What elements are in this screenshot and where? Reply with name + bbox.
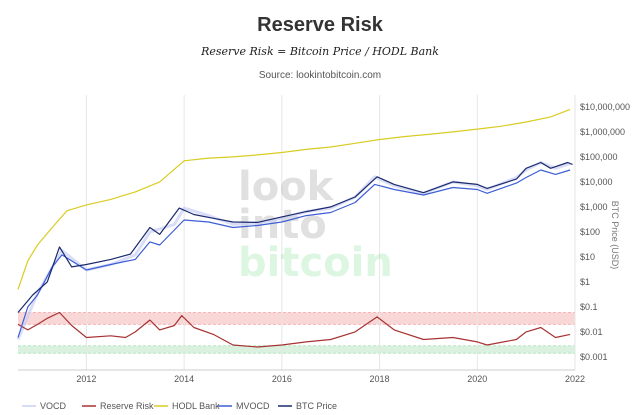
legend-item-btc-price[interactable]: BTC Price	[296, 401, 337, 411]
series-reserve-risk	[17, 311, 571, 348]
y-tick: $0.001	[580, 352, 608, 362]
x-tick-2020: 2020	[467, 374, 487, 384]
y-tick: $10	[580, 252, 595, 262]
chart-source: Source: lookintobitcoin.com	[258, 70, 382, 81]
x-tick-2012: 2012	[76, 374, 96, 384]
y-tick: $1	[580, 277, 590, 287]
y-tick: $0.1	[580, 302, 598, 312]
series-mvocd	[17, 169, 571, 338]
x-tick-2022: 2022	[565, 374, 585, 384]
chart-title: Reserve Risk	[257, 14, 383, 36]
band-1	[18, 345, 575, 354]
x-tick-2018: 2018	[370, 374, 390, 384]
legend-item-vocd[interactable]: VOCD	[40, 401, 67, 411]
legend-item-hodl-bank[interactable]: HODL Bank	[172, 401, 220, 411]
y-tick: $0.01	[580, 327, 603, 337]
watermark-bitcoin: bitcoin	[238, 240, 393, 286]
band-0	[18, 312, 575, 325]
x-tick-2014: 2014	[174, 374, 194, 384]
y-tick: $10,000,000	[580, 102, 630, 112]
legend-item-reserve-risk[interactable]: Reserve Risk	[100, 401, 154, 411]
y-tick: $100	[580, 227, 600, 237]
y-tick: $10,000	[580, 177, 613, 187]
chart-subtitle: Reserve Risk = Bitcoin Price / HODL Bank	[201, 45, 439, 58]
y-tick: $1,000,000	[580, 127, 625, 137]
x-tick-2016: 2016	[272, 374, 292, 384]
y-tick: $1,000	[580, 202, 608, 212]
series-btc-price	[17, 161, 573, 313]
series-hodl-bank	[17, 108, 571, 290]
y-axis-label: BTC Price (USD)	[610, 201, 620, 270]
watermark-look: look	[238, 164, 335, 210]
legend-item-mvocd[interactable]: MVOCD	[236, 401, 270, 411]
y-tick: $100,000	[580, 152, 618, 162]
